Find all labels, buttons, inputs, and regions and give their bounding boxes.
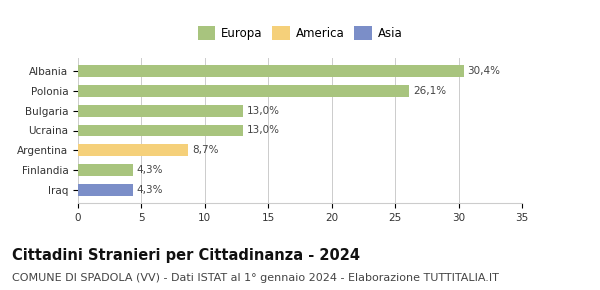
- Bar: [78, 124, 243, 137]
- Bar: [78, 85, 409, 97]
- Text: 13,0%: 13,0%: [247, 126, 280, 135]
- Bar: [78, 144, 188, 157]
- Text: 8,7%: 8,7%: [192, 146, 218, 155]
- Legend: Europa, America, Asia: Europa, America, Asia: [195, 23, 405, 42]
- Bar: [78, 164, 133, 176]
- Bar: [78, 184, 133, 196]
- Text: 4,3%: 4,3%: [136, 165, 163, 175]
- Text: COMUNE DI SPADOLA (VV) - Dati ISTAT al 1° gennaio 2024 - Elaborazione TUTTITALIA: COMUNE DI SPADOLA (VV) - Dati ISTAT al 1…: [12, 273, 499, 283]
- Text: 4,3%: 4,3%: [136, 185, 163, 195]
- Text: 13,0%: 13,0%: [247, 106, 280, 115]
- Text: Cittadini Stranieri per Cittadinanza - 2024: Cittadini Stranieri per Cittadinanza - 2…: [12, 248, 360, 263]
- Text: 26,1%: 26,1%: [413, 86, 446, 96]
- Bar: [78, 65, 464, 77]
- Text: 30,4%: 30,4%: [467, 66, 500, 76]
- Bar: [78, 104, 243, 117]
